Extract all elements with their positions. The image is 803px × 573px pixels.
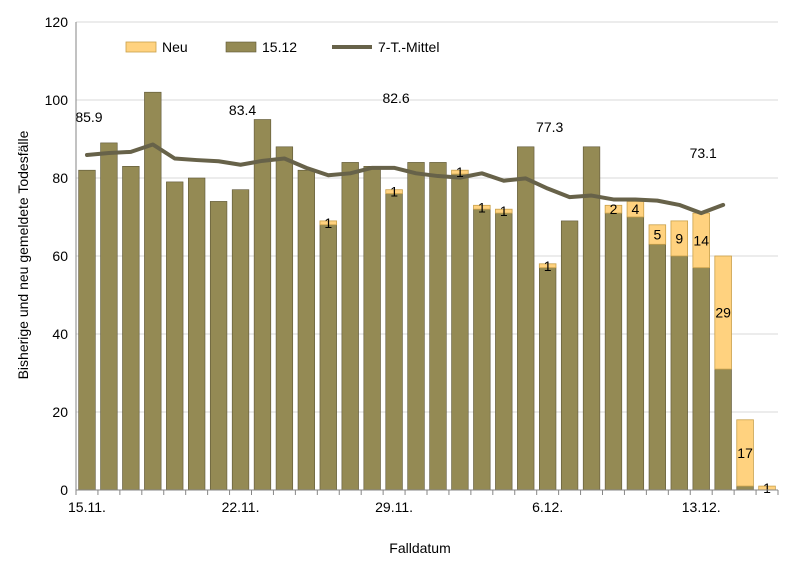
legend-swatch-15-12 (225, 41, 257, 53)
bar-15-12 (648, 244, 666, 491)
bar-15-12 (429, 162, 447, 491)
x-axis-title: Falldatum (389, 540, 450, 556)
data-label-neu: 29 (715, 305, 731, 321)
y-axis-title: Bisherige und neu gemeldete Todesfälle (15, 130, 31, 379)
y-tick-label: 40 (52, 326, 68, 342)
bar-neu (385, 189, 403, 194)
data-label-neu: 14 (693, 232, 709, 248)
legend-label-15-12: 15.12 (262, 39, 297, 55)
data-label-neu: 1 (763, 480, 771, 496)
bar-neu (495, 208, 513, 214)
bar-15-12 (692, 267, 710, 491)
data-label-neu: 17 (737, 445, 753, 461)
average-annotation: 82.6 (382, 90, 409, 106)
legend-swatch-neu (125, 41, 157, 53)
legend-label-neu: Neu (162, 39, 188, 55)
y-tick-label: 100 (45, 92, 69, 108)
bar-neu (604, 204, 623, 214)
data-label-neu: 4 (632, 201, 640, 217)
bar-15-12 (736, 485, 754, 491)
bar-15-12 (275, 146, 294, 491)
data-label-neu: 1 (456, 164, 464, 180)
y-tick-label: 80 (52, 170, 68, 186)
bar-15-12 (451, 173, 469, 491)
average-annotation: 85.9 (75, 109, 102, 125)
bar-neu (473, 204, 491, 210)
bar-15-12 (670, 255, 688, 491)
average-line (84, 142, 726, 216)
average-annotation: 77.3 (536, 119, 563, 135)
bar-15-12 (188, 177, 206, 491)
bar-15-12 (209, 201, 228, 491)
average-labels: 85.9 83.4 82.6 77.3 73.1 (75, 90, 717, 161)
bar-15-12 (539, 267, 557, 491)
bar-15-12 (473, 208, 491, 491)
bar-15-12 (604, 212, 623, 491)
bar-15-12 (517, 146, 535, 491)
bar-15-12 (319, 224, 337, 491)
bar-15-12 (144, 91, 162, 491)
x-tick-label: 22.11. (222, 499, 260, 515)
bar-neu (538, 263, 557, 269)
data-label-neu: 1 (478, 199, 486, 215)
x-tick-label: 29.11. (375, 499, 413, 515)
bar-15-12 (626, 216, 645, 491)
bar-15-12 (560, 220, 579, 491)
x-tick-label: 6.12. (532, 499, 563, 515)
bars (78, 91, 776, 491)
bar-15-12 (385, 193, 403, 491)
bar-15-12 (100, 142, 118, 491)
data-label-neu: 1 (544, 258, 552, 274)
bar-15-12 (166, 181, 184, 491)
bar-15-12 (297, 169, 315, 491)
bar-neu (714, 255, 732, 370)
data-label-neu: 5 (653, 227, 661, 243)
legend-label-average: 7-T.-Mittel (378, 39, 439, 55)
average-line-layer (84, 142, 726, 216)
data-label-neu: 2 (610, 201, 618, 217)
bar-neu (451, 169, 469, 175)
bar-15-12 (78, 169, 96, 491)
data-label-neu: 1 (500, 203, 508, 219)
legend: Neu 15.12 7-T.-Mittel (125, 39, 439, 55)
y-tick-label: 60 (52, 248, 68, 264)
bar-neu (319, 220, 338, 226)
bar-neu (648, 224, 667, 245)
bar-15-12 (495, 212, 513, 491)
data-label-neu: 1 (390, 184, 398, 200)
average-annotation: 83.4 (229, 102, 256, 118)
y-tick-label: 0 (60, 482, 68, 498)
x-tick-label: 15.11. (68, 499, 106, 515)
y-tick-label: 20 (52, 404, 68, 420)
average-annotation: 73.1 (690, 145, 717, 161)
bar-15-12 (253, 119, 272, 491)
bar-15-12 (231, 189, 250, 491)
bar-15-12 (341, 162, 359, 491)
y-tick-label: 120 (45, 14, 69, 30)
bar-15-12 (714, 368, 732, 491)
axes: 0 20 40 60 80 100 120 15.11. 22.11. 29.11. 6.12. 13… (45, 14, 779, 515)
bar-15-12 (122, 166, 140, 491)
data-label-neu: 1 (324, 215, 332, 231)
bar-neu (670, 220, 689, 257)
bar-15-12 (363, 166, 381, 491)
bar-15-12 (407, 162, 425, 491)
data-label-neu: 9 (675, 230, 683, 246)
bar-neu (736, 419, 754, 487)
x-tick-label: 13.12. (682, 499, 721, 515)
